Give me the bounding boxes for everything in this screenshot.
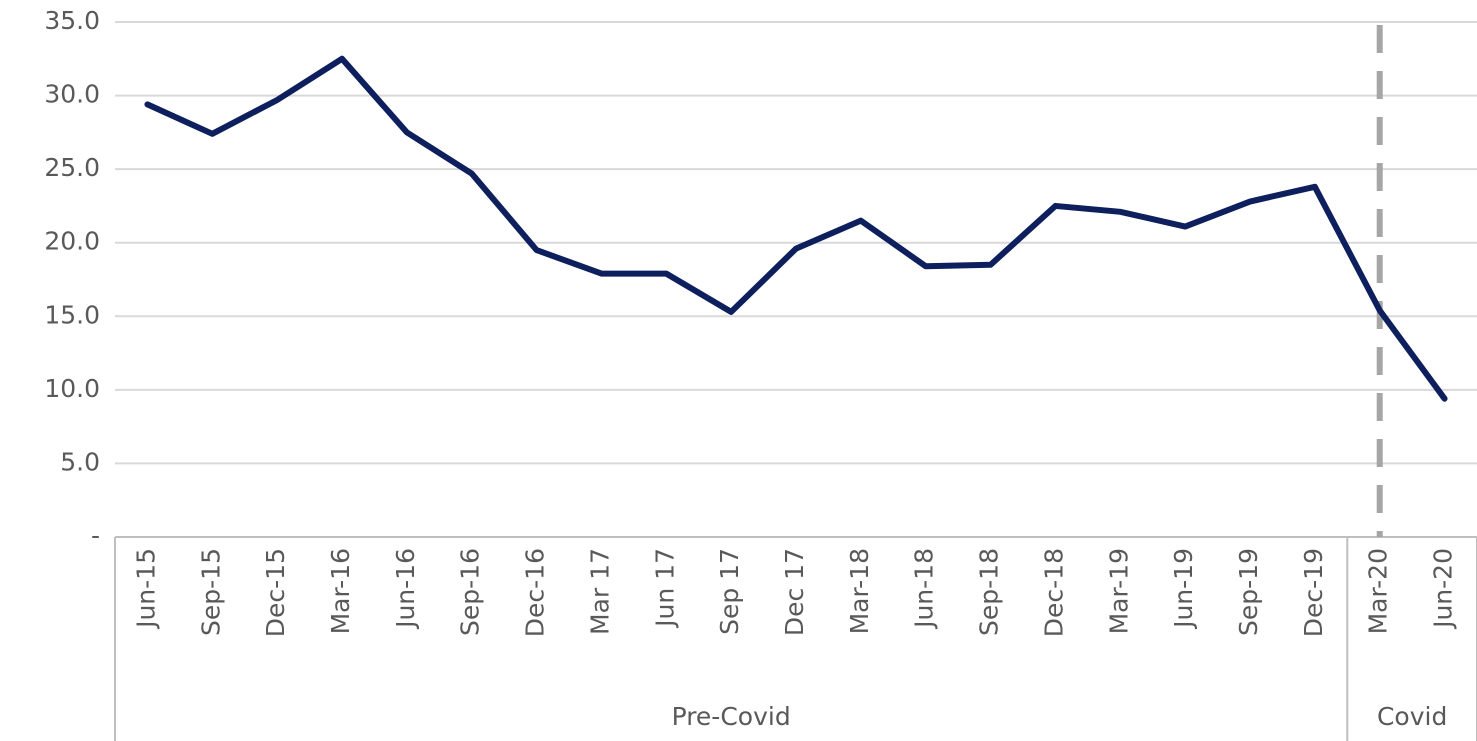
- y-tick-label: 30.0: [44, 80, 100, 109]
- y-tick-label: -: [91, 521, 100, 550]
- x-tick-label: Sep-16: [456, 548, 485, 636]
- x-tick-label: Dec-19: [1299, 548, 1328, 637]
- y-tick-label: 25.0: [44, 153, 100, 182]
- x-tick-label: Mar-20: [1364, 548, 1393, 634]
- x-tick-label: Dec-18: [1039, 548, 1068, 637]
- y-tick-label: 35.0: [44, 6, 100, 35]
- x-tick-label: Jun-15: [131, 548, 160, 630]
- x-tick-label: Dec 17: [780, 548, 809, 636]
- x-tick-label: Jun 17: [650, 548, 679, 629]
- x-tick-label: Jun-20: [1429, 548, 1458, 630]
- x-tick-label: Mar-16: [326, 548, 355, 634]
- y-tick-label: 10.0: [44, 374, 100, 403]
- y-tick-label: 5.0: [60, 447, 100, 476]
- x-tick-label: Jun-16: [391, 548, 420, 630]
- group-label: Covid: [1377, 702, 1447, 731]
- x-tick-label: Jun-18: [910, 548, 939, 630]
- x-tick-label: Dec-15: [261, 548, 290, 637]
- line-series: [144, 55, 1448, 402]
- x-tick-label: Jun-19: [1169, 548, 1198, 630]
- y-tick-label: 20.0: [44, 227, 100, 256]
- x-tick-label: Mar-18: [845, 548, 874, 634]
- x-tick-label: Mar-19: [1104, 548, 1133, 634]
- x-tick-label: Mar 17: [585, 548, 614, 635]
- x-tick-label: Sep-19: [1234, 548, 1263, 636]
- x-tick-label: Sep 17: [715, 548, 744, 635]
- x-tick-label: Sep-18: [975, 548, 1004, 636]
- y-tick-label: 15.0: [44, 300, 100, 329]
- x-tick-label: Sep-15: [196, 548, 225, 636]
- x-tick-label: Dec-16: [521, 548, 550, 637]
- group-label: Pre-Covid: [672, 702, 791, 731]
